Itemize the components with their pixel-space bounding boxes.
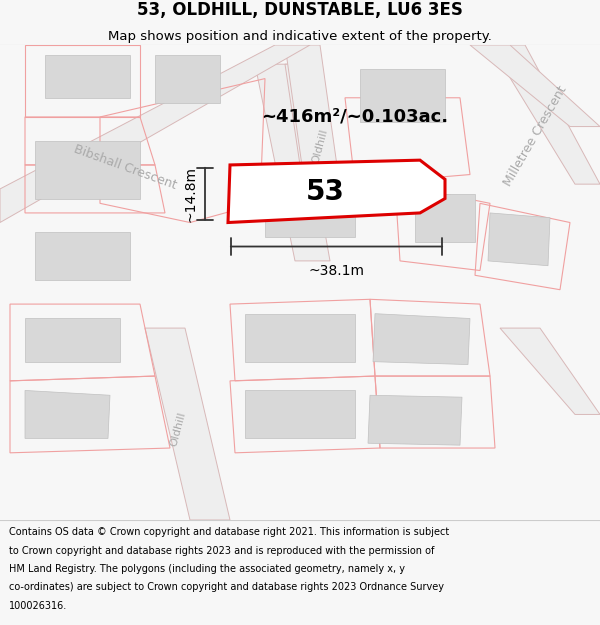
Polygon shape: [500, 328, 600, 414]
Polygon shape: [490, 45, 600, 184]
Text: Contains OS data © Crown copyright and database right 2021. This information is : Contains OS data © Crown copyright and d…: [9, 528, 449, 538]
Text: HM Land Registry. The polygons (including the associated geometry, namely x, y: HM Land Registry. The polygons (includin…: [9, 564, 405, 574]
Text: 100026316.: 100026316.: [9, 601, 67, 611]
Polygon shape: [45, 54, 130, 98]
Polygon shape: [415, 194, 475, 242]
Polygon shape: [470, 45, 600, 127]
Polygon shape: [145, 328, 230, 520]
Polygon shape: [488, 213, 550, 266]
Text: Oldhill: Oldhill: [311, 127, 329, 164]
Text: ~38.1m: ~38.1m: [308, 264, 365, 278]
Polygon shape: [265, 194, 355, 237]
Polygon shape: [368, 395, 462, 445]
Text: Milletree Crescent: Milletree Crescent: [501, 84, 569, 189]
Text: 53: 53: [305, 178, 344, 206]
Text: to Crown copyright and database rights 2023 and is reproduced with the permissio: to Crown copyright and database rights 2…: [9, 546, 434, 556]
Polygon shape: [285, 45, 345, 222]
Text: Oldhill: Oldhill: [169, 411, 187, 447]
Polygon shape: [228, 160, 445, 222]
Polygon shape: [255, 64, 330, 261]
Text: ~416m²/~0.103ac.: ~416m²/~0.103ac.: [262, 108, 449, 126]
Text: 53, OLDHILL, DUNSTABLE, LU6 3ES: 53, OLDHILL, DUNSTABLE, LU6 3ES: [137, 1, 463, 19]
Polygon shape: [25, 391, 110, 438]
Polygon shape: [360, 69, 445, 122]
Polygon shape: [285, 64, 345, 232]
Text: Map shows position and indicative extent of the property.: Map shows position and indicative extent…: [108, 31, 492, 43]
Text: Bibshall Crescent: Bibshall Crescent: [72, 142, 178, 191]
Polygon shape: [0, 45, 310, 222]
Polygon shape: [35, 141, 140, 199]
Polygon shape: [245, 391, 355, 438]
Polygon shape: [35, 232, 130, 280]
Text: ~14.8m: ~14.8m: [183, 166, 197, 222]
Text: co-ordinates) are subject to Crown copyright and database rights 2023 Ordnance S: co-ordinates) are subject to Crown copyr…: [9, 582, 444, 592]
Polygon shape: [245, 314, 355, 362]
Polygon shape: [373, 314, 470, 364]
Polygon shape: [155, 54, 220, 102]
Polygon shape: [25, 319, 120, 362]
